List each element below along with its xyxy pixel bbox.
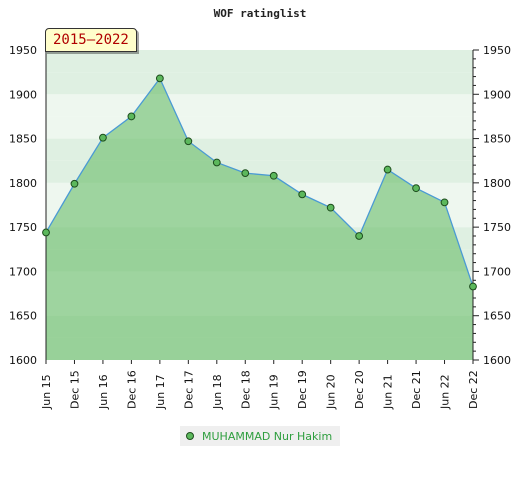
y-tick-label-left: 1600 bbox=[9, 354, 37, 367]
data-point[interactable] bbox=[412, 184, 420, 193]
y-tick-labels-left: 1600 1650 1700 1750 1800 1850 1900 1950 bbox=[9, 44, 37, 367]
x-tick-label: Dec 17 bbox=[182, 370, 195, 409]
y-tick-label-left: 1850 bbox=[9, 133, 37, 146]
data-points bbox=[42, 74, 477, 291]
y-tick-label-right: 1600 bbox=[483, 354, 511, 367]
x-tick-label: Jun 19 bbox=[268, 374, 281, 410]
x-tick-labels: Jun 15 Dec 15 Jun 16 Dec 16 Jun 17 Dec 17 Jun … bbox=[40, 370, 480, 410]
x-tick-label: Jun 17 bbox=[154, 374, 167, 410]
y-tick-label-right: 1950 bbox=[483, 44, 511, 57]
data-point[interactable] bbox=[241, 169, 250, 178]
y-tick-label-right: 1800 bbox=[483, 177, 511, 190]
y-tick-label-left: 1650 bbox=[9, 310, 37, 323]
y-tick-label-right: 1900 bbox=[483, 88, 511, 101]
legend-marker-icon bbox=[186, 432, 194, 440]
x-tick-label: Dec 21 bbox=[410, 370, 423, 409]
y-tick-label-right: 1650 bbox=[483, 310, 511, 323]
y-tick-label-left: 1950 bbox=[9, 44, 37, 57]
data-point[interactable] bbox=[212, 158, 221, 167]
y-tick-label-right: 1850 bbox=[483, 133, 511, 146]
y-tick-labels-right: 1600 1650 1700 1750 1800 1850 1900 1950 bbox=[483, 44, 511, 367]
x-tick-label: Jun 18 bbox=[211, 374, 224, 410]
rating-line bbox=[45, 77, 474, 287]
data-point[interactable] bbox=[42, 228, 50, 237]
data-point[interactable] bbox=[355, 232, 364, 240]
data-point[interactable] bbox=[127, 112, 136, 121]
axes bbox=[45, 49, 479, 364]
x-tick-label: Dec 16 bbox=[125, 370, 138, 409]
data-point[interactable] bbox=[269, 171, 278, 180]
x-tick-label: Jun 22 bbox=[439, 374, 452, 410]
data-point[interactable] bbox=[70, 179, 79, 188]
legend[interactable]: MUHAMMAD Nur Hakim bbox=[180, 426, 341, 446]
background-band bbox=[46, 50, 473, 73]
data-point[interactable] bbox=[440, 198, 449, 207]
y-tick-label-left: 1800 bbox=[9, 177, 37, 190]
data-point[interactable] bbox=[469, 282, 477, 291]
x-tick-label: Dec 15 bbox=[68, 370, 81, 409]
x-tick-label: Jun 16 bbox=[97, 374, 110, 410]
y-tick-label-left: 1900 bbox=[9, 88, 37, 101]
legend-label: MUHAMMAD Nur Hakim bbox=[202, 429, 333, 443]
y-tick-label-right: 1750 bbox=[483, 221, 511, 234]
data-point[interactable] bbox=[383, 165, 392, 174]
y-tick-label-right: 1700 bbox=[483, 265, 511, 278]
data-point[interactable] bbox=[184, 137, 193, 146]
x-tick-label: Dec 20 bbox=[353, 370, 366, 409]
data-point[interactable] bbox=[155, 74, 164, 83]
data-point[interactable] bbox=[99, 133, 107, 142]
x-tick-label: Jun 15 bbox=[40, 374, 53, 410]
x-tick-label: Dec 19 bbox=[296, 370, 309, 409]
background-band bbox=[46, 94, 473, 117]
background-band bbox=[46, 72, 473, 95]
x-tick-label: Dec 22 bbox=[467, 370, 480, 409]
y-tick-label-left: 1700 bbox=[9, 265, 37, 278]
chart-title: WOF ratinglist bbox=[214, 7, 307, 20]
area-layer bbox=[45, 77, 474, 360]
y-tick-label-left: 1750 bbox=[9, 221, 37, 234]
rating-area bbox=[46, 78, 473, 360]
x-tick-label: Jun 21 bbox=[382, 374, 395, 410]
data-point[interactable] bbox=[326, 203, 335, 212]
x-tick-label: Jun 20 bbox=[325, 374, 338, 410]
x-tick-label: Dec 18 bbox=[239, 370, 252, 409]
data-point[interactable] bbox=[298, 190, 307, 199]
period-badge: 2015–2022 bbox=[45, 28, 137, 52]
